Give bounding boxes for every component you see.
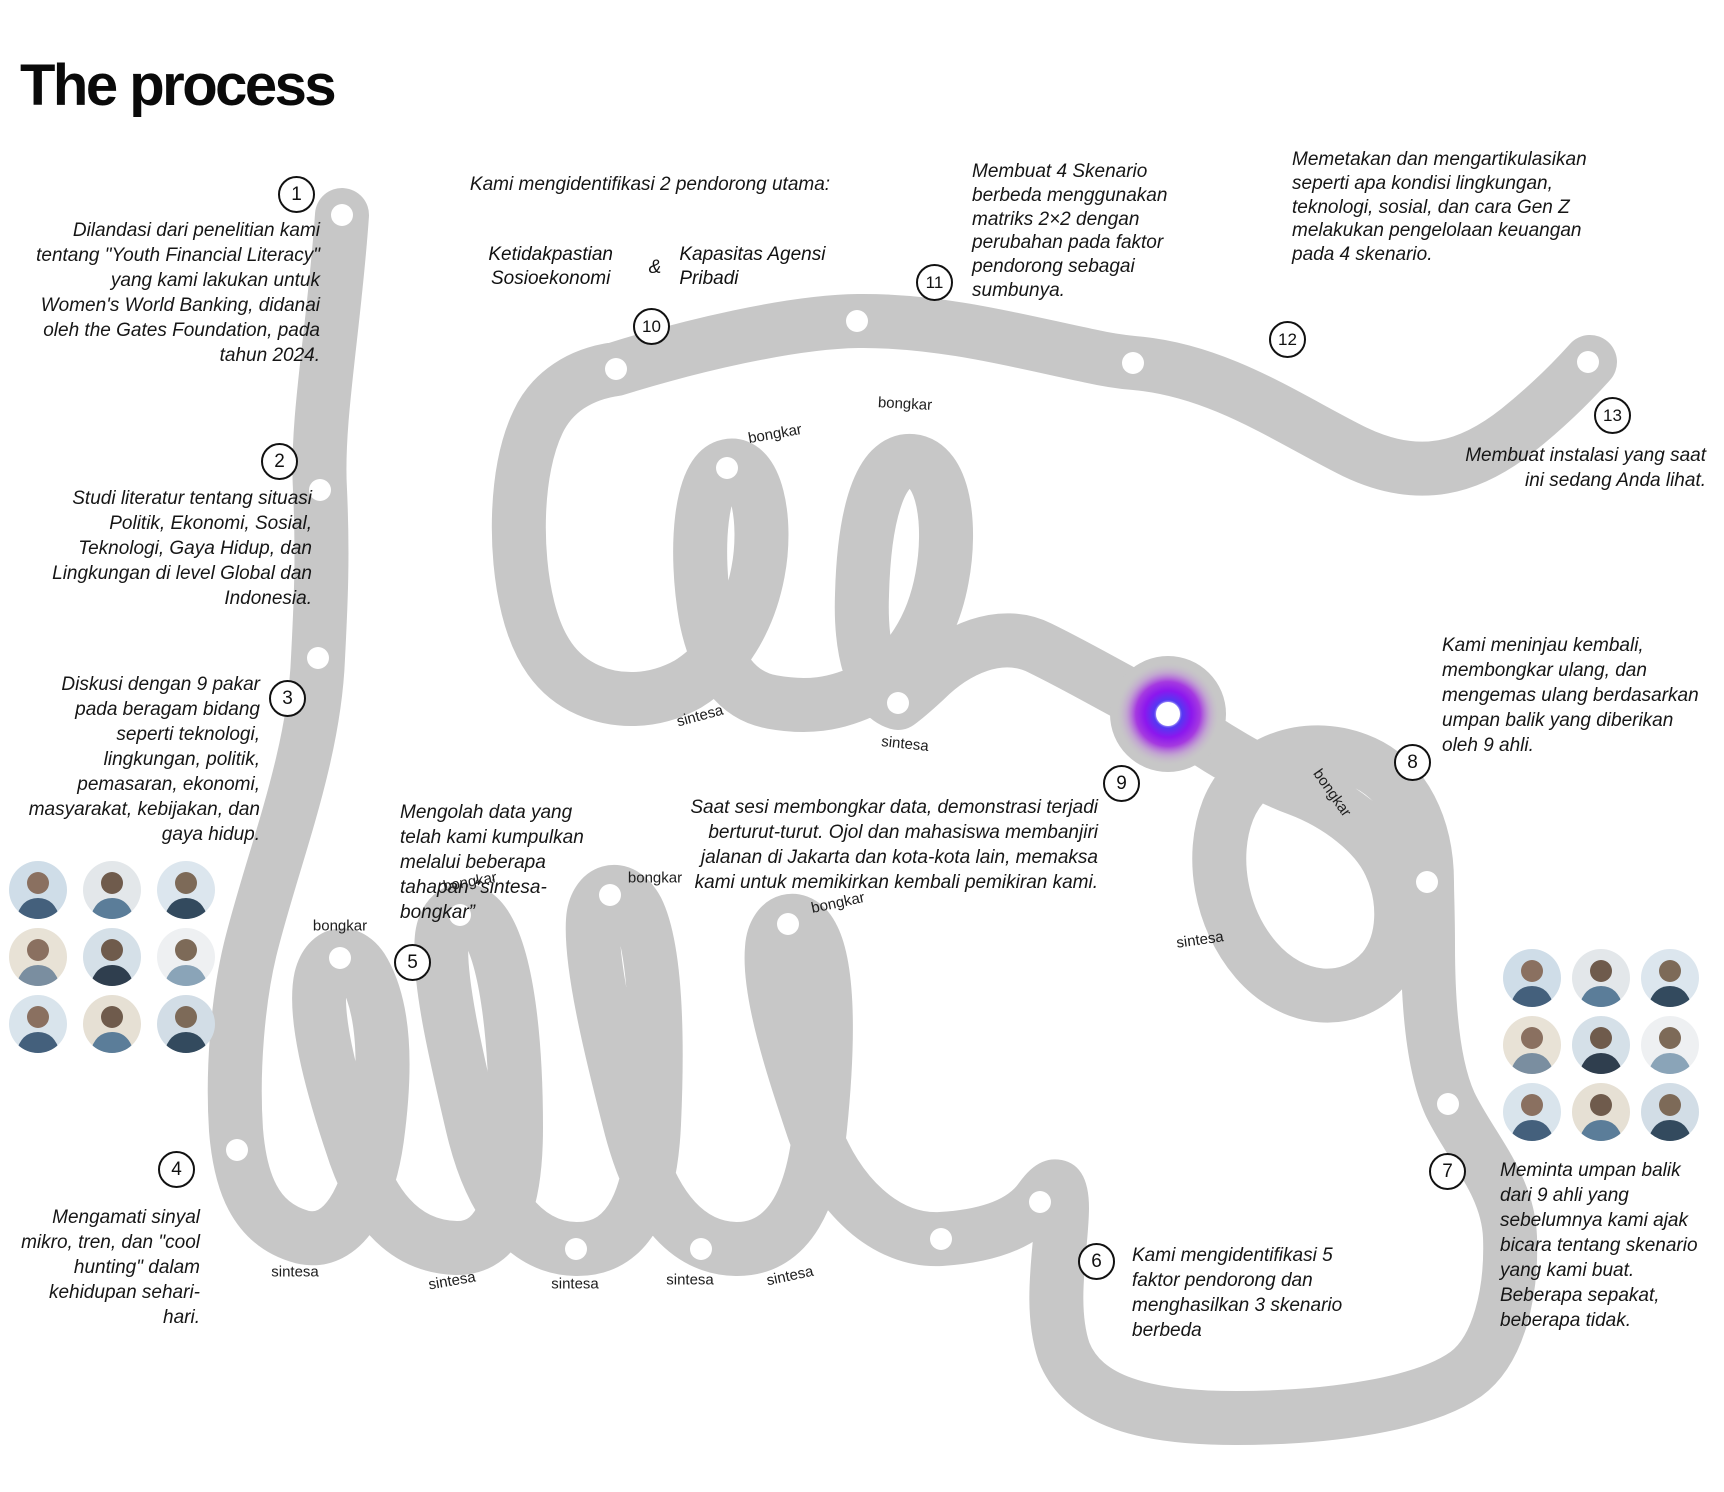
path-dot [599, 884, 621, 906]
step-8-badge: 8 [1394, 744, 1431, 781]
path-dots [226, 204, 1599, 1260]
path-label-sintesa: sintesa [666, 1271, 714, 1289]
expert-avatar [1503, 1016, 1561, 1074]
step-4-text: Mengamati sinyal mikro, tren, dan "cool … [21, 1207, 200, 1329]
path-dot [887, 692, 909, 714]
path-dot [449, 904, 471, 926]
path-dot [930, 1228, 952, 1250]
step-10-intro: Kami mengidentifikasi 2 pendorong utama: [469, 174, 831, 195]
expert-avatar [9, 928, 67, 986]
expert-avatar [9, 995, 67, 1053]
expert-avatar [1641, 1083, 1699, 1141]
step-7-badge: 7 [1429, 1153, 1466, 1190]
expert-avatar [1503, 949, 1561, 1007]
ampersand: & [648, 257, 662, 279]
path-dot [1416, 871, 1438, 893]
path-dot [716, 457, 738, 479]
step-5-text: Mengolah data yang telah kami kumpulkan … [400, 802, 584, 924]
step-1-text: Dilandasi dari penelitian kami tentang "… [36, 220, 320, 367]
path-dot [1122, 352, 1144, 374]
path-dot [565, 1238, 587, 1260]
step-10-badge: 10 [633, 308, 670, 345]
path-dot [309, 479, 331, 501]
path-label-bongkar: bongkar [627, 869, 683, 887]
step-6-text: Kami mengidentifikasi 5 faktor pendorong… [1132, 1245, 1343, 1342]
expert-avatar [157, 928, 215, 986]
experts-avatars-left [9, 861, 215, 1053]
path-dot [605, 358, 627, 380]
step-8-text: Kami meninjau kembali, membongkar ulang,… [1442, 635, 1699, 757]
driver-2: Kapasitas Agensi Pribadi [679, 244, 826, 290]
step-11-text: Membuat 4 Skenario berbeda menggunakan m… [972, 161, 1168, 301]
path-dot [1577, 351, 1599, 373]
driver-1: Ketidakpastian Sosioekonomi [488, 244, 613, 290]
step-4-badge: 4 [158, 1151, 195, 1188]
step-2-text: Studi literatur tentang situasi Politik,… [52, 488, 312, 610]
step-1-badge: 1 [278, 176, 315, 213]
path-dot [846, 310, 868, 332]
path-label-bongkar: bongkar [312, 917, 368, 935]
path-dot [1029, 1191, 1051, 1213]
step-11-badge: 11 [916, 264, 953, 301]
expert-avatar [83, 928, 141, 986]
expert-avatar [1641, 1016, 1699, 1074]
process-path [207, 188, 1617, 1445]
path-dot [307, 647, 329, 669]
expert-avatar [9, 861, 67, 919]
path-dot [690, 1238, 712, 1260]
path-label-sintesa: sintesa [551, 1275, 599, 1293]
expert-avatar [1572, 1016, 1630, 1074]
path-dot [329, 947, 351, 969]
step-12-badge: 12 [1269, 321, 1306, 358]
step-9-badge: 9 [1103, 765, 1140, 802]
experts-avatars-right [1503, 949, 1699, 1141]
path-dot [1437, 1093, 1459, 1115]
expert-avatar [157, 995, 215, 1053]
path-dot [226, 1139, 248, 1161]
step-6-badge: 6 [1078, 1243, 1115, 1280]
expert-avatar [83, 861, 141, 919]
page-title: The process [20, 53, 337, 118]
expert-avatar [157, 861, 215, 919]
step-3-text: Diskusi dengan 9 pakar pada beragam bida… [28, 674, 260, 846]
step-2-badge: 2 [261, 443, 298, 480]
expert-avatar [1572, 949, 1630, 1007]
path-label-bongkar: bongkar [877, 394, 933, 414]
step-10-drivers: Ketidakpastian Sosioekonomi & Kapasitas … [440, 243, 860, 292]
step-7-text: Meminta umpan balik dari 9 ahli yang seb… [1500, 1160, 1698, 1332]
path-dot [331, 204, 353, 226]
step-3-badge: 3 [269, 680, 306, 717]
path-label-sintesa: sintesa [271, 1263, 319, 1281]
step-13-text: Membuat instalasi yang saat ini sedang A… [1465, 445, 1706, 492]
path-dot [777, 913, 799, 935]
step-9-text: Saat sesi membongkar data, demonstrasi t… [690, 797, 1098, 894]
expert-avatar [1503, 1083, 1561, 1141]
expert-avatar [1572, 1083, 1630, 1141]
expert-avatar [1641, 949, 1699, 1007]
current-node-core [1156, 702, 1180, 726]
step-12-text: Memetakan dan mengartikulasikan seperti … [1292, 149, 1587, 265]
step-5-badge: 5 [394, 944, 431, 981]
step-13-badge: 13 [1594, 397, 1631, 434]
expert-avatar [83, 995, 141, 1053]
